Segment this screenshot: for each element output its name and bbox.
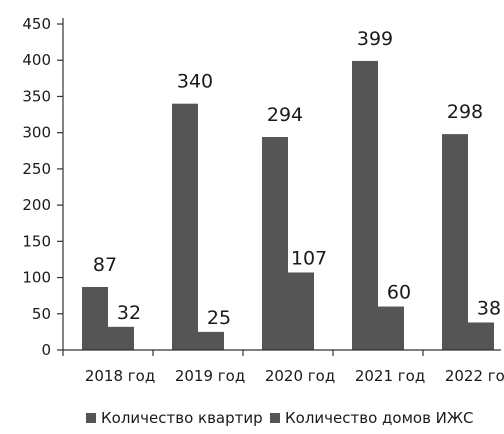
data-label-apartments-3: 399 [357,28,393,50]
y-tick-label: 350 [22,87,51,105]
x-category-label: 2020 год [265,367,335,385]
data-label-apartments-4: 298 [447,101,483,123]
data-label-houses-3: 60 [387,282,411,304]
data-label-houses-2: 107 [291,247,327,269]
y-tick-label: 400 [22,51,51,69]
data-label-houses-0: 32 [117,302,141,324]
y-axis-ticks: 0 50 100 150 200 250 300 350 400 450 [22,15,63,359]
data-label-houses-4: 38 [477,297,501,319]
y-tick-label: 50 [32,305,51,323]
data-label-houses-1: 25 [207,307,231,329]
x-category-label: 2021 год [355,367,425,385]
bar-houses-2 [288,272,314,350]
data-label-apartments-1: 340 [177,71,213,93]
bar-houses-3 [378,306,404,350]
axes [62,18,501,356]
y-tick-label: 0 [41,341,51,359]
bar-houses-0 [108,326,134,350]
bars [82,60,494,351]
legend-label-apartments: Количество квартир [101,409,263,427]
bar-apartments-1 [172,103,198,350]
legend-swatch-apartments [86,413,96,423]
bar-houses-4 [468,322,494,350]
y-tick-label: 100 [22,269,51,287]
x-category-label: 2022 год [445,367,504,385]
x-category-label: 2019 год [175,367,245,385]
y-tick-label: 250 [22,160,51,178]
y-tick-label: 450 [22,15,51,33]
bar-apartments-3 [352,60,378,351]
bar-houses-1 [198,331,224,350]
x-axis-categories: 2018 год 2019 год 2020 год 2021 год 2022 год [85,367,504,385]
x-category-label: 2018 год [85,367,155,385]
legend-label-houses: Количество домов ИЖС [285,409,474,427]
legend-swatch-houses [270,413,280,423]
data-labels: 87 340 294 399 298 32 25 107 60 38 [93,28,501,329]
y-tick-label: 200 [22,196,51,214]
data-label-apartments-2: 294 [267,104,303,126]
y-tick-label: 150 [22,232,51,250]
data-label-apartments-0: 87 [93,254,117,276]
bar-apartments-2 [262,137,288,350]
bar-apartments-0 [82,286,108,350]
y-tick-label: 300 [22,124,51,142]
legend: Количество квартир Количество домов ИЖС [86,409,474,427]
bar-apartments-4 [442,134,468,350]
